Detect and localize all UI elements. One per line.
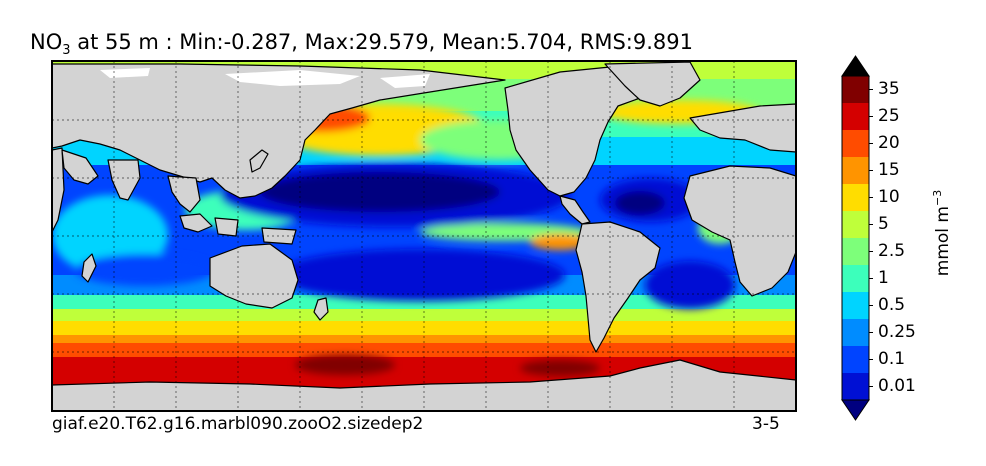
- sumatra-borneo-land: [179, 213, 213, 233]
- colorbar-frame: [841, 75, 870, 401]
- colorbar-tick-label: 10: [878, 186, 900, 207]
- colorbar-segment: [842, 103, 869, 131]
- colorbar-over-triangle: [841, 55, 870, 77]
- colorbar-segment: [842, 346, 869, 374]
- japan-land: [249, 149, 269, 173]
- antarctica-land: [52, 359, 796, 411]
- colorbar-segment: [842, 184, 869, 212]
- colorbar-segment: [842, 211, 869, 239]
- colorbar-tick-label: 0.01: [878, 375, 916, 396]
- colorbar-tick-label: 15: [878, 159, 900, 180]
- colorbar-units-label: mmol m−3: [931, 189, 953, 277]
- colorbar-tick-label: 25: [878, 105, 900, 126]
- colorbar-segment: [842, 265, 869, 293]
- colorbar-tick-label: 35: [878, 78, 900, 99]
- india-land: [107, 159, 141, 201]
- colorbar-segment: [842, 319, 869, 347]
- years-label: 3-5: [752, 414, 780, 434]
- arabia-land: [61, 149, 99, 185]
- colorbar-under-triangle: [841, 399, 870, 421]
- new-zealand-land: [313, 297, 329, 321]
- colorbar-tick-label: 0.5: [878, 294, 906, 315]
- colorbar-tick-label: 20: [878, 132, 900, 153]
- south-america-land: [575, 221, 661, 353]
- colorbar-segment: [842, 157, 869, 185]
- colorbar-tick-label: 5: [878, 213, 889, 234]
- central-america-land: [559, 195, 591, 225]
- australia-land: [209, 243, 299, 309]
- indochina-land: [167, 175, 201, 213]
- colorbar-tick-label: 0.1: [878, 348, 906, 369]
- europe-land: [689, 103, 796, 153]
- eurasia-land: [52, 63, 506, 199]
- map-frame: [51, 60, 797, 412]
- colorbar-segment: [842, 373, 869, 401]
- colorbar-segment: [842, 130, 869, 158]
- greenland-land: [604, 61, 701, 107]
- africa-land: [683, 165, 796, 297]
- colorbar-tick-label: 2.5: [878, 240, 906, 261]
- graticule: [52, 61, 796, 411]
- borneo-land: [214, 217, 239, 237]
- madagascar-land: [81, 253, 97, 283]
- colorbar-tick-label: 1: [878, 267, 889, 288]
- colorbar: [841, 55, 873, 421]
- ocean-field: [52, 61, 796, 411]
- colorbar-segment: [842, 76, 869, 104]
- case-name-label: giaf.e20.T62.g16.marbl090.zooO2.sizedep2: [52, 414, 424, 434]
- colorbar-segment: [842, 292, 869, 320]
- colorbar-segment: [842, 238, 869, 266]
- plot-title: NO3 at 55 m : Min:-0.287, Max:29.579, Me…: [30, 30, 693, 59]
- africa-east-land: [52, 147, 65, 233]
- colorbar-tick-label: 0.25: [878, 321, 916, 342]
